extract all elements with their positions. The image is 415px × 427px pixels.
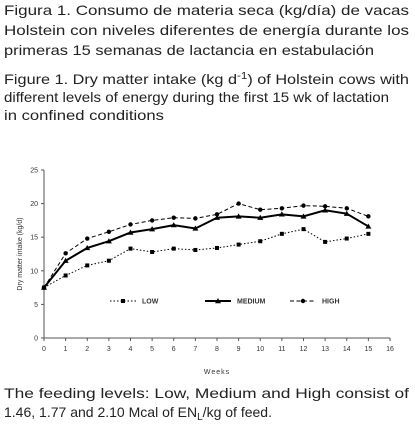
x-tick-label: 7	[193, 346, 197, 353]
x-tick-label: 11	[278, 346, 285, 353]
y-tick-label: 20	[30, 201, 38, 208]
data-point	[344, 206, 349, 211]
x-tick-label: 9	[237, 346, 241, 353]
y-tick-label: 25	[30, 168, 38, 175]
data-point	[301, 203, 306, 208]
caption-en-line: different levels of energy during the fi…	[4, 89, 389, 105]
x-tick-label: 10	[256, 346, 264, 353]
series-line	[43, 203, 369, 288]
data-point	[171, 215, 176, 220]
data-point	[149, 218, 155, 223]
series-line	[43, 228, 369, 289]
data-point	[236, 201, 241, 206]
x-tick-label: 2	[85, 346, 89, 353]
data-point	[279, 231, 284, 236]
data-point	[106, 258, 111, 263]
x-tick-label: 4	[129, 346, 133, 353]
data-point	[41, 285, 47, 290]
footnote-line: 1.46, 1.77 and 2.10 Mcal of ENL/kg of fe…	[4, 404, 272, 423]
data-point	[128, 222, 133, 227]
data-point	[193, 247, 198, 252]
data-point	[344, 236, 349, 241]
data-point	[257, 214, 264, 220]
data-point	[62, 257, 69, 263]
legend-label: LOW	[142, 299, 159, 306]
data-point	[279, 206, 285, 211]
x-axis-label: Weeks	[204, 369, 230, 376]
data-point	[366, 231, 371, 236]
x-tick-label: 6	[172, 346, 176, 353]
data-point	[171, 246, 176, 251]
caption-es-line: Holstein con niveles diferentes de energ…	[4, 22, 409, 38]
x-tick-label: 0	[42, 346, 46, 353]
data-point	[343, 210, 350, 216]
data-point	[278, 211, 285, 217]
data-point	[235, 213, 242, 219]
data-point	[322, 204, 328, 209]
x-tick-label: 3	[107, 346, 111, 353]
x-tick-label: 8	[215, 346, 219, 353]
y-tick-label: 5	[34, 302, 38, 309]
data-point	[85, 236, 90, 241]
y-tick-label: 0	[34, 336, 38, 343]
data-point	[366, 214, 371, 219]
data-point	[63, 251, 68, 256]
x-tick-label: 16	[386, 346, 394, 353]
data-point	[258, 239, 263, 244]
caption-es-line: Figura 1. Consumo de materia seca (kg/dí…	[4, 2, 409, 18]
superscript: -1	[237, 71, 248, 82]
footnote-text: /kg of feed.	[203, 404, 272, 420]
data-point	[84, 244, 91, 251]
data-point	[150, 249, 155, 254]
x-tick-label: 1	[64, 346, 68, 353]
y-tick-label: 15	[30, 235, 38, 242]
data-point	[127, 229, 134, 235]
data-point	[149, 226, 156, 232]
x-tick-label: 5	[150, 346, 154, 353]
legend-label: MEDIUM	[237, 299, 266, 306]
series-line	[43, 209, 369, 289]
caption-text: ) of Holstein cows with	[247, 71, 409, 87]
legend-marker	[300, 298, 306, 304]
data-point	[128, 246, 133, 251]
data-point	[214, 214, 220, 220]
data-point	[323, 239, 328, 244]
caption-en-line: Figure 1. Dry matter intake (kg d -1) of …	[4, 71, 409, 87]
data-point	[214, 212, 220, 217]
data-point	[301, 227, 306, 232]
x-tick-label: 14	[343, 346, 351, 353]
data-point	[105, 238, 112, 244]
footnote-text: 1.46, 1.77 and 2.10 Mcal of EN	[4, 404, 197, 420]
data-point	[192, 225, 199, 231]
data-point	[236, 242, 241, 247]
data-point	[106, 229, 112, 235]
data-point	[215, 245, 219, 250]
data-point	[63, 273, 68, 278]
x-tick-label: 15	[364, 346, 372, 353]
data-point	[258, 207, 263, 212]
data-point	[193, 216, 198, 221]
legend-marker	[121, 299, 125, 303]
x-tick-label: 13	[321, 346, 329, 353]
caption-text: Figure 1. Dry matter intake (kg d	[4, 71, 237, 87]
data-point	[365, 223, 372, 229]
legend-marker	[215, 298, 221, 304]
data-point	[85, 263, 90, 268]
caption-en-line: in confined conditions	[4, 107, 164, 123]
data-point	[170, 222, 177, 228]
data-point	[300, 213, 307, 219]
footnote-line: The feeding levels: Low, Medium and High…	[4, 385, 409, 401]
legend-label: HIGH	[322, 299, 340, 306]
caption-es-line: primeras 15 semanas de lactancia en esta…	[4, 42, 374, 58]
y-axis-label: Dry matter intake (kg/d)	[17, 217, 24, 290]
subscript: L	[197, 412, 203, 423]
x-tick-label: 12	[300, 346, 308, 353]
y-tick-label: 10	[30, 268, 38, 275]
data-point	[322, 207, 329, 213]
